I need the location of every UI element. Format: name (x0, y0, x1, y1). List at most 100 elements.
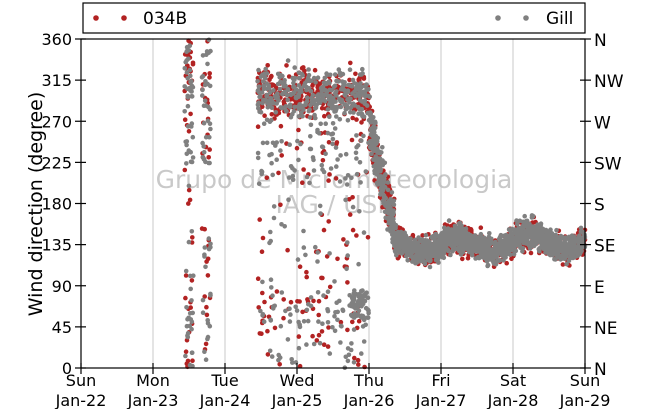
gill-point (386, 221, 392, 226)
gill-point (428, 254, 434, 259)
gill-point (208, 291, 213, 297)
gill-point (315, 75, 321, 80)
x-axis: SunJan-22MonJan-23TueJan-24WedJan-25ThuJ… (55, 363, 610, 409)
gill-point (186, 56, 191, 62)
gill-point (357, 94, 363, 99)
gill-point (343, 151, 349, 157)
gill-point (315, 290, 321, 295)
034b-point (183, 349, 189, 355)
gill-point (512, 235, 517, 241)
gill-point (334, 106, 339, 111)
gill-point (532, 236, 537, 242)
gill-point (427, 264, 433, 270)
gill-point (480, 244, 486, 250)
gill-point (278, 72, 284, 78)
gill-point (307, 146, 313, 152)
gill-point (320, 321, 325, 327)
gill-point (351, 295, 357, 300)
gill-point (268, 317, 273, 323)
gill-point (184, 151, 190, 157)
gill-point (492, 246, 497, 251)
gill-point (313, 80, 318, 85)
gill-point (554, 246, 559, 252)
gill-point (202, 349, 207, 355)
gill-point (362, 90, 368, 96)
gill-point (327, 97, 333, 103)
gill-point (319, 92, 324, 97)
gill-point (259, 169, 265, 175)
gill-point (424, 244, 430, 250)
gill-point (538, 226, 544, 231)
gill-point (511, 230, 517, 236)
gill-point (204, 49, 210, 54)
034b-point (305, 297, 310, 302)
legend-034b-dot-1 (93, 15, 99, 21)
gill-point (485, 262, 491, 268)
gill-point (312, 98, 318, 103)
gill-point (317, 340, 323, 346)
034b-point (276, 170, 281, 176)
gill-point (432, 242, 437, 248)
gill-point (208, 126, 213, 132)
034b-point (274, 289, 280, 294)
gill-point (368, 113, 373, 118)
gill-point (292, 104, 297, 110)
gill-point (359, 72, 364, 77)
gill-point (415, 248, 420, 254)
034b-point (255, 124, 261, 129)
gill-point (182, 84, 187, 89)
034b-point (354, 233, 359, 238)
gill-point (285, 87, 291, 93)
gill-point (308, 122, 314, 128)
gill-point (260, 140, 266, 146)
gill-point (563, 235, 568, 240)
gill-point (457, 248, 462, 254)
gill-point (345, 173, 351, 178)
034b-point (294, 145, 300, 151)
gill-point (268, 277, 274, 283)
gill-point (451, 244, 457, 249)
y2-tick-label-2: E (594, 278, 605, 298)
gill-point (339, 97, 345, 103)
gill-point (387, 206, 393, 211)
gill-point (516, 226, 521, 231)
gill-point (294, 308, 300, 313)
gill-point (351, 360, 357, 365)
gill-point (185, 334, 191, 340)
x-tick-weekday-6: Sat (500, 371, 526, 390)
gill-point (205, 61, 210, 67)
gill-point (337, 179, 343, 184)
034b-point (350, 227, 356, 233)
legend-034b-dot-2 (121, 15, 127, 21)
gill-point (374, 181, 380, 186)
y-tick-label-315: 315 (41, 71, 72, 90)
gill-point (290, 360, 295, 365)
gill-point (332, 91, 338, 97)
gill-point (256, 84, 262, 89)
gill-point (354, 133, 359, 138)
034b-point (257, 331, 263, 336)
gill-point (185, 93, 190, 99)
gill-point (574, 237, 579, 243)
gill-point (362, 98, 368, 103)
gill-point (270, 304, 276, 310)
gill-point (292, 65, 298, 70)
gill-point (416, 235, 421, 240)
gill-point (268, 238, 274, 244)
gill-point (264, 93, 269, 99)
034b-point (203, 341, 209, 347)
gill-point (497, 246, 502, 252)
gill-point (331, 84, 337, 89)
034b-point (345, 327, 350, 333)
gill-point (567, 243, 572, 249)
y2-tick-label-6: W (594, 113, 611, 133)
gill-point (342, 92, 348, 97)
gill-point (503, 245, 509, 250)
gill-point (290, 177, 296, 182)
gill-point (184, 305, 189, 310)
gill-point (345, 97, 350, 102)
gill-point (304, 95, 310, 100)
gill-point (487, 237, 493, 243)
gill-point (391, 208, 396, 213)
